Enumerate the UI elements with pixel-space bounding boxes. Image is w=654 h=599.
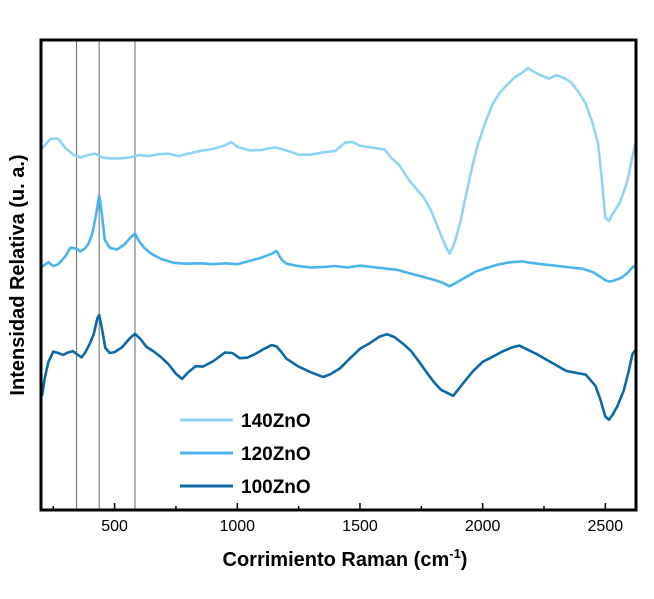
x-axis-title-main: Corrimiento Raman (cm	[223, 549, 450, 571]
series-line-100ZnO	[40, 313, 637, 422]
x-tick-label: 1000	[219, 518, 255, 535]
x-axis-title-superscript: -1	[449, 546, 461, 561]
series-layer	[40, 66, 637, 422]
reference-lines	[76, 40, 136, 510]
x-axis-title-suffix: )	[461, 549, 468, 571]
legend-label-140ZnO: 140ZnO	[241, 411, 311, 432]
x-axis-title: Corrimiento Raman (cm-1)	[223, 546, 468, 571]
x-tick-label: 1500	[342, 518, 378, 535]
x-tick-label: 2000	[465, 518, 501, 535]
y-axis-title: Intensidad Relativa (u. a.)	[7, 154, 29, 395]
series-line-120ZnO	[40, 193, 637, 288]
x-tick-label: 2500	[588, 518, 624, 535]
x-tick-label: 500	[101, 518, 128, 535]
legend-label-120ZnO: 120ZnO	[241, 444, 311, 465]
series-line-140ZnO	[40, 66, 637, 256]
legend-label-100ZnO: 100ZnO	[241, 477, 311, 498]
legend: 140ZnO 120ZnO 100ZnO	[180, 411, 311, 498]
plot-frame	[39, 38, 638, 512]
x-axis-ticks: 500 1000 1500 2000 2500	[52, 503, 624, 535]
